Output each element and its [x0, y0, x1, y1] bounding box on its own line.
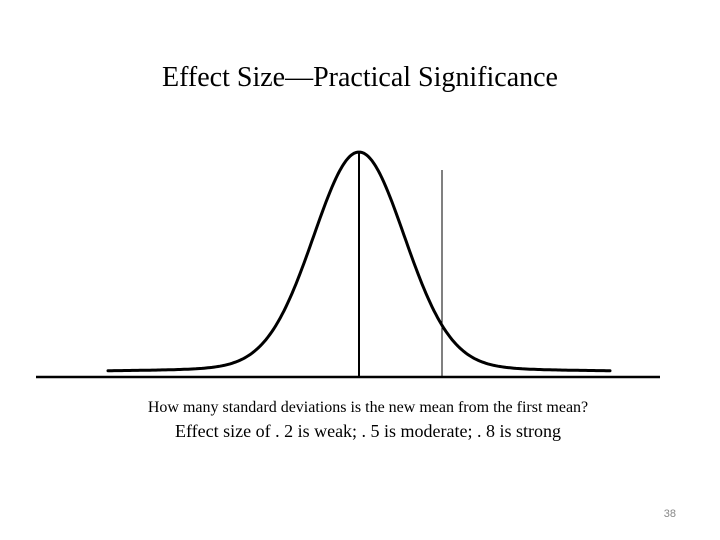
page-number: 38	[663, 508, 676, 520]
question-caption: How many standard deviations is the new …	[147, 399, 589, 416]
slide-title: Effect Size—Practical Significance	[162, 62, 558, 93]
effect-size-scale-caption: Effect size of . 2 is weak; . 5 is moder…	[174, 421, 562, 441]
